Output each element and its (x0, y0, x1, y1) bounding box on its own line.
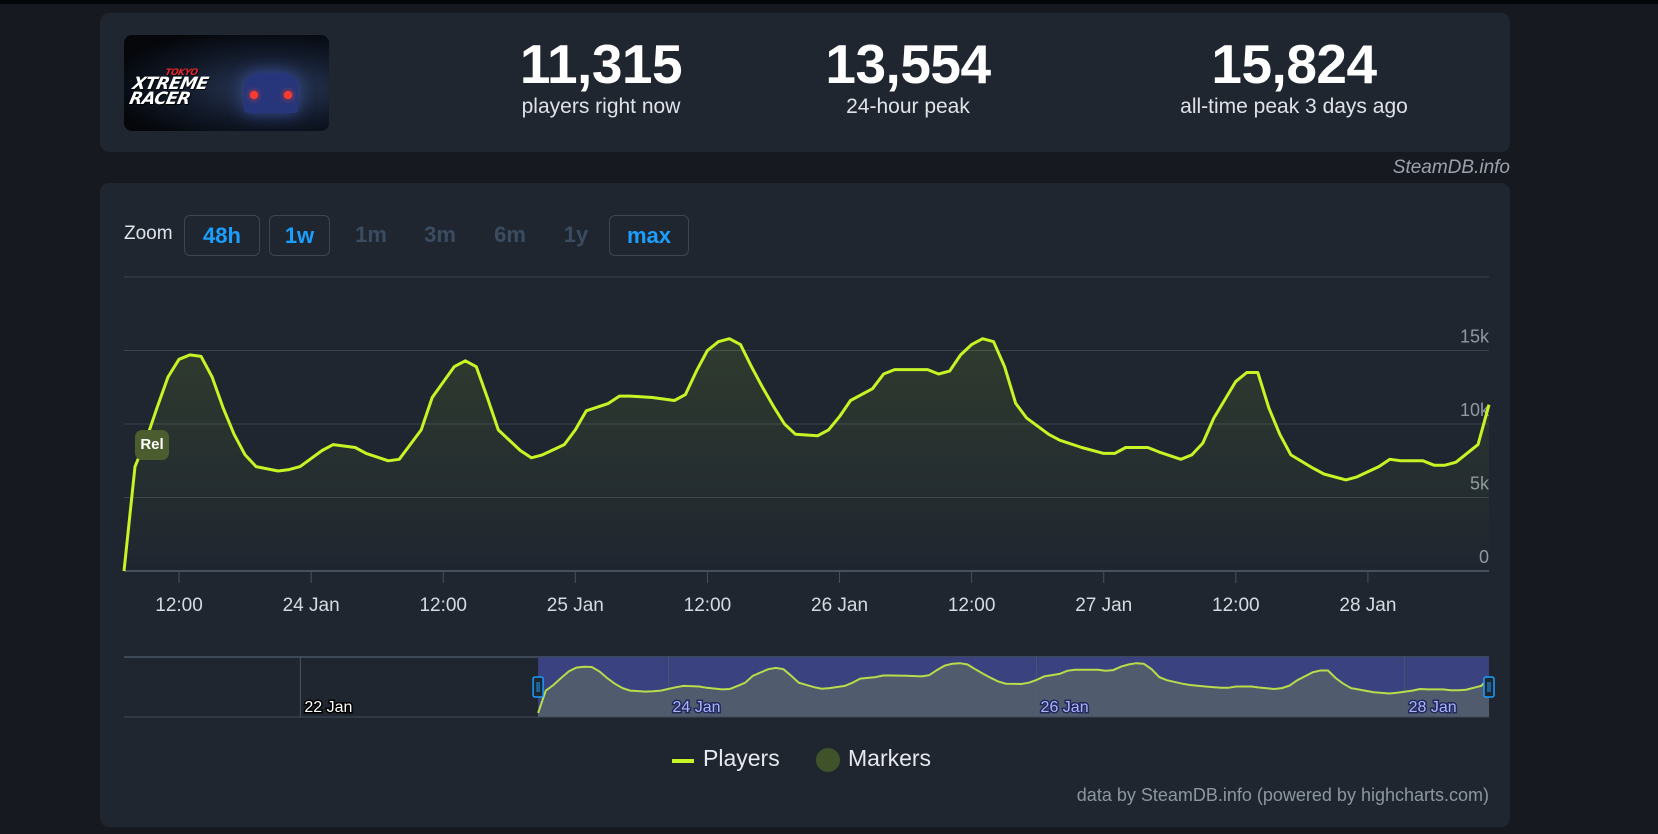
navigator-handle-left[interactable] (532, 676, 544, 698)
x-tick-label: 12:00 (948, 595, 996, 616)
stat-24h-peak: 13,554 24-hour peak (728, 33, 1088, 119)
stats-header: TOKYO XTREME RACER 11,315 players right no… (100, 13, 1510, 152)
zoom-1y-button[interactable]: 1y (563, 222, 589, 247)
players-line[interactable] (122, 337, 1491, 572)
x-tick-label: 25 Jan (547, 595, 604, 616)
stat-label: all-time peak 3 days ago (1180, 95, 1408, 118)
x-tick-label: 26 Jan (811, 595, 868, 616)
zoom-6m-button[interactable]: 6m (494, 222, 526, 247)
stat-all-time-peak: 15,824 all-time peak 3 days ago (1114, 33, 1474, 119)
top-bar (0, 0, 1658, 4)
release-marker[interactable]: Rel (135, 430, 169, 460)
x-tick-label: 12:00 (1212, 595, 1260, 616)
stat-label: players right now (521, 95, 681, 118)
navigator-handle-right[interactable] (1483, 676, 1495, 698)
y-tick-label: 10k (1460, 400, 1490, 420)
legend-players-icon (672, 759, 694, 763)
navigator-area (538, 663, 1489, 717)
x-tick-label: 27 Jan (1075, 595, 1132, 616)
zoom-max-button[interactable]: max (609, 215, 689, 256)
stat-value: 13,554 (825, 33, 991, 95)
navigator-tick-label: 26 Jan (1041, 699, 1089, 716)
zoom-3m-button[interactable]: 3m (424, 222, 456, 247)
y-tick-label: 15k (1460, 327, 1490, 347)
zoom-1m-button[interactable]: 1m (355, 222, 387, 247)
x-tick-label: 12:00 (155, 595, 203, 616)
zoom-label: Zoom (124, 223, 173, 244)
chart-credits[interactable]: data by SteamDB.info (powered by highcha… (1076, 785, 1489, 805)
navigator-tick-label: 22 Jan (304, 699, 352, 716)
game-thumbnail[interactable]: TOKYO XTREME RACER (124, 35, 329, 131)
x-tick-label: 24 Jan (283, 595, 340, 616)
stat-label: 24-hour peak (846, 95, 970, 118)
zoom-1w-button[interactable]: 1w (269, 215, 330, 256)
car-image (244, 73, 298, 113)
navigator-tick-label: 24 Jan (672, 699, 720, 716)
steamdb-credit[interactable]: SteamDB.info (1392, 157, 1510, 178)
x-tick-label: 28 Jan (1339, 595, 1396, 616)
stat-current-players: 11,315 players right now (421, 33, 781, 119)
legend-players[interactable]: Players (703, 745, 780, 771)
stat-value: 15,824 (1211, 33, 1377, 95)
navigator-tick-label: 28 Jan (1409, 699, 1457, 716)
legend-markers[interactable]: Markers (848, 745, 932, 771)
x-tick-label: 12:00 (419, 595, 467, 616)
players-area (124, 338, 1489, 571)
navigator-line (537, 662, 1490, 714)
legend-markers-icon (816, 748, 840, 772)
stat-value: 11,315 (519, 33, 683, 95)
x-tick-label: 12:00 (684, 595, 732, 616)
zoom-48h-button[interactable]: 48h (184, 215, 260, 256)
